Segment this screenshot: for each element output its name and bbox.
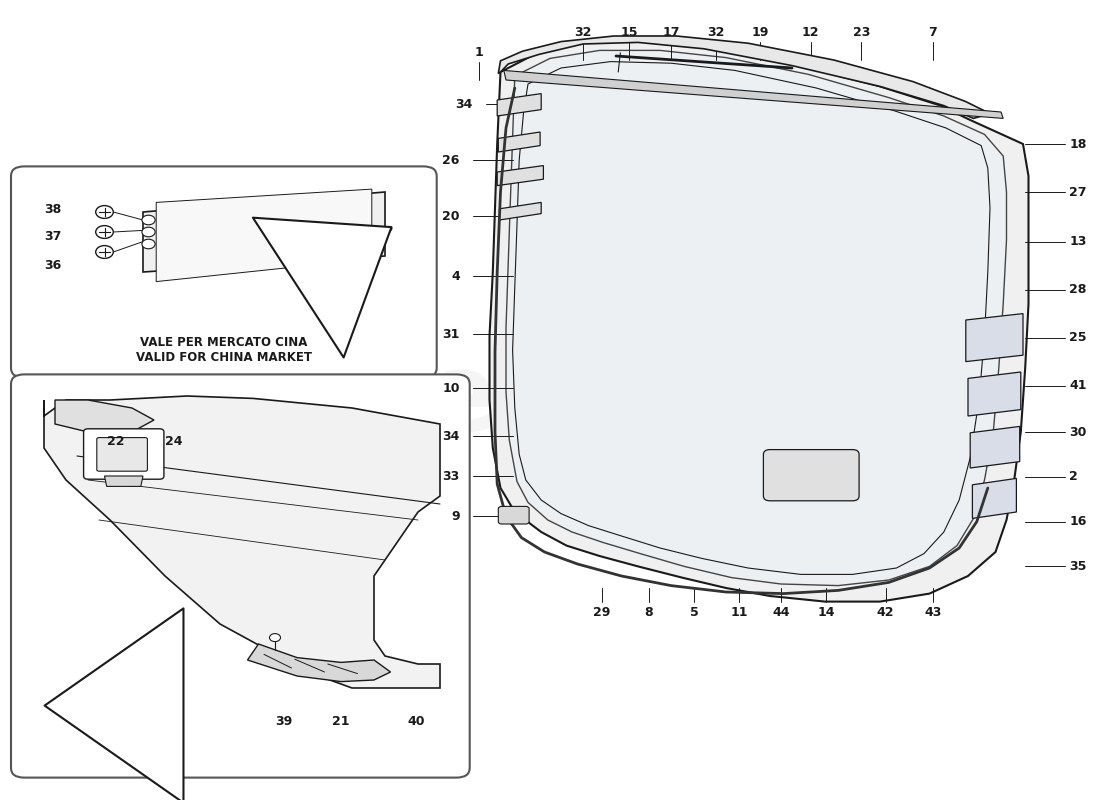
Text: 13: 13: [1069, 235, 1087, 248]
Text: 41: 41: [1069, 379, 1087, 392]
Text: 32: 32: [574, 26, 592, 38]
Text: 29: 29: [593, 606, 611, 618]
Text: 39: 39: [275, 715, 293, 728]
Polygon shape: [143, 192, 385, 272]
Polygon shape: [499, 202, 541, 220]
Polygon shape: [248, 644, 390, 682]
Text: 28: 28: [1069, 283, 1087, 296]
Text: 5: 5: [690, 606, 698, 618]
Circle shape: [270, 634, 280, 642]
Text: 18: 18: [1069, 138, 1087, 150]
Text: 4: 4: [451, 270, 460, 282]
Circle shape: [142, 227, 155, 237]
Circle shape: [142, 215, 155, 225]
Polygon shape: [506, 50, 1006, 586]
Text: 10: 10: [442, 382, 460, 394]
Polygon shape: [156, 189, 372, 282]
Text: 7: 7: [928, 26, 937, 38]
FancyBboxPatch shape: [84, 429, 164, 479]
Text: 32: 32: [707, 26, 725, 38]
Text: 34: 34: [442, 430, 460, 442]
Text: 9: 9: [451, 510, 460, 522]
Text: 36: 36: [44, 259, 62, 272]
FancyBboxPatch shape: [97, 438, 147, 471]
Text: 34: 34: [455, 98, 473, 110]
Text: 19: 19: [751, 26, 769, 38]
Text: 27: 27: [1069, 186, 1087, 198]
Text: a passion for cars since 1978: a passion for cars since 1978: [537, 381, 827, 547]
Text: europ: europ: [422, 346, 788, 454]
Text: 15: 15: [620, 26, 638, 38]
Polygon shape: [55, 400, 154, 432]
Polygon shape: [44, 396, 440, 688]
Polygon shape: [504, 70, 1003, 118]
FancyBboxPatch shape: [11, 374, 470, 778]
Polygon shape: [966, 314, 1023, 362]
Text: 31: 31: [442, 328, 460, 341]
Text: 24: 24: [165, 435, 183, 448]
Text: 35: 35: [1069, 560, 1087, 573]
Circle shape: [96, 246, 113, 258]
Text: 26: 26: [442, 154, 460, 166]
FancyBboxPatch shape: [11, 166, 437, 378]
Circle shape: [96, 206, 113, 218]
Text: 2: 2: [1069, 470, 1078, 483]
Polygon shape: [972, 478, 1016, 518]
Text: 16: 16: [1069, 515, 1087, 528]
FancyBboxPatch shape: [498, 506, 529, 524]
Polygon shape: [497, 94, 541, 116]
FancyBboxPatch shape: [763, 450, 859, 501]
Circle shape: [96, 226, 113, 238]
Text: 33: 33: [442, 470, 460, 482]
Polygon shape: [497, 166, 543, 186]
Polygon shape: [104, 476, 143, 486]
Text: 17: 17: [662, 26, 680, 38]
Polygon shape: [970, 426, 1020, 468]
Text: 8: 8: [645, 606, 653, 618]
Text: 38: 38: [44, 203, 62, 216]
Polygon shape: [968, 372, 1021, 416]
Text: 44: 44: [772, 606, 790, 618]
Text: 23: 23: [852, 26, 870, 38]
Text: 43: 43: [924, 606, 942, 618]
Text: 22: 22: [107, 435, 124, 448]
Text: 42: 42: [877, 606, 894, 618]
Text: 30: 30: [1069, 426, 1087, 438]
Text: VALID FOR CHINA MARKET: VALID FOR CHINA MARKET: [136, 351, 312, 364]
Polygon shape: [490, 40, 1028, 602]
Text: 20: 20: [442, 210, 460, 222]
Text: 37: 37: [44, 230, 62, 243]
Text: VALE PER MERCATO CINA: VALE PER MERCATO CINA: [140, 336, 308, 349]
Text: 11: 11: [730, 606, 748, 618]
Polygon shape: [498, 132, 540, 152]
Text: 14: 14: [817, 606, 835, 618]
Text: 25: 25: [1069, 331, 1087, 344]
Text: 21: 21: [332, 715, 350, 728]
Polygon shape: [498, 36, 990, 118]
Circle shape: [142, 239, 155, 249]
Text: 40: 40: [407, 715, 425, 728]
Text: 1: 1: [474, 46, 483, 58]
Text: 12: 12: [802, 26, 820, 38]
